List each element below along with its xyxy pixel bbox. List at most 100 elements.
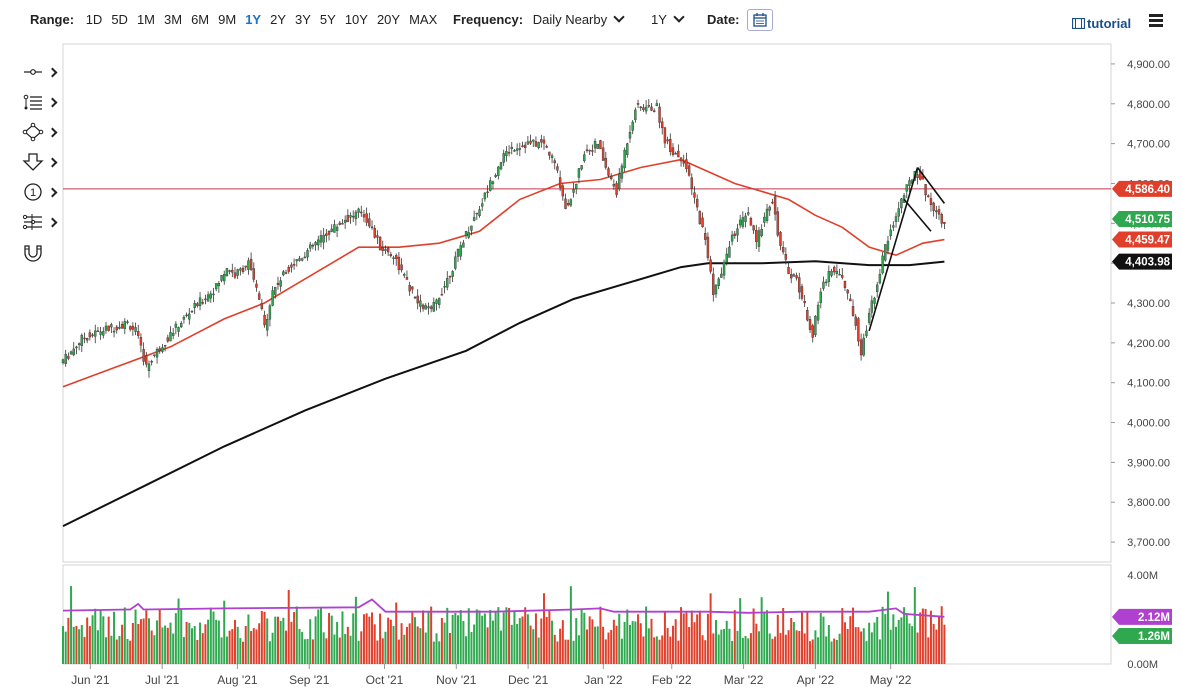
volume-bar [387,617,390,664]
x-tick-label: Sep '21 [289,673,330,687]
volume-bar [247,614,250,664]
levels-tool[interactable] [20,212,60,234]
candle-body [419,300,422,307]
volume-bar [454,612,457,664]
candle-body [69,351,73,355]
volume-bar [900,617,903,664]
candle-body [239,268,242,271]
range-option-9m[interactable]: 9M [218,12,237,27]
candle-body [618,173,621,189]
candle-body [462,242,465,248]
range-option-3y[interactable]: 3Y [295,12,311,27]
period-dropdown[interactable]: 1Y [651,11,685,27]
volume-bar [489,609,492,664]
candle-body [545,146,548,148]
frequency-dropdown[interactable]: Daily Nearby [533,11,625,27]
candle-body [515,148,519,151]
candle-body [908,180,911,187]
candle-body [803,301,806,304]
volume-bar [188,622,191,664]
volume-bar [800,612,803,664]
range-option-1m[interactable]: 1M [136,12,155,27]
candle-body [112,330,116,333]
candle-body [395,255,398,259]
volume-bar [841,608,844,664]
candle-body [260,303,264,309]
volume-bar [878,639,881,664]
candle-body [322,234,325,243]
candle-body [650,106,653,111]
volume-bar [435,633,438,664]
candle-body [446,278,449,288]
crosshair-icon [24,69,42,75]
candle-body [271,290,274,306]
crosshair-tool[interactable] [20,62,60,84]
arrow-tool[interactable] [20,152,60,174]
candle-body [91,334,94,337]
candle-body [677,150,680,158]
list-tool[interactable] [20,92,60,114]
volume-bar [849,616,852,664]
volume-bar [115,639,118,664]
candle-body [274,286,277,295]
volume-bar [381,638,384,664]
volume-bar [145,610,148,664]
volume-bar [384,631,387,664]
candle-body [72,348,75,356]
menu-button[interactable] [1149,14,1163,27]
range-option-20y[interactable]: 20Y [376,12,401,27]
volume-bar [228,630,231,664]
candle-body [779,232,782,246]
volume-bar [556,641,559,664]
candle-body [580,165,583,170]
trend-lines [868,167,946,332]
volume-bar [631,621,634,664]
volume-bar [346,626,349,664]
counter-tool[interactable]: 1 [20,182,60,204]
range-option-6m[interactable]: 6M [191,12,210,27]
candle-body [188,313,191,320]
candle-body [596,143,599,149]
range-option-1d[interactable]: 1D [85,12,103,27]
range-option-5d[interactable]: 5D [111,12,128,27]
range-option-10y[interactable]: 10Y [344,12,368,27]
candle-body [599,140,602,150]
ma50-line [62,158,945,388]
candle-body [937,209,941,215]
range-option-max[interactable]: MAX [409,12,438,27]
candle-body [196,303,199,307]
date-picker-button[interactable] [747,9,773,31]
volume-bar [110,635,113,664]
range-option-5y[interactable]: 5Y [319,12,336,27]
range-option-2y[interactable]: 2Y [270,12,286,27]
range-option-1y[interactable]: 1Y [245,12,262,27]
magnet-tool[interactable] [20,242,60,264]
candle-body [126,321,129,323]
y-tick-label: 4,000.00 [1127,418,1170,430]
candle-body [153,354,156,356]
volume-bar [594,626,597,664]
magnet-icon [24,245,42,262]
volume-bar [231,629,234,664]
shape-tool[interactable] [20,122,60,144]
volume-bar [553,634,556,664]
volume-bar [268,641,271,664]
tutorial-link[interactable]: tutorial [1071,16,1131,31]
range-option-3m[interactable]: 3M [164,12,183,27]
candle-body [876,284,879,292]
candle-body [255,283,258,288]
candle-body [932,202,935,211]
volume-bar [215,619,218,664]
volume-bar [510,624,513,664]
volume-bar [766,610,769,664]
candle-body [550,155,554,158]
candle-body [241,267,245,272]
candle-body [725,253,728,263]
range-label: Range: [30,12,75,27]
x-tick-label: Jun '21 [71,673,110,687]
volume-bar [317,609,320,664]
volume-bar [255,629,258,664]
volume-bar [457,615,460,664]
volume-bar [790,618,793,664]
